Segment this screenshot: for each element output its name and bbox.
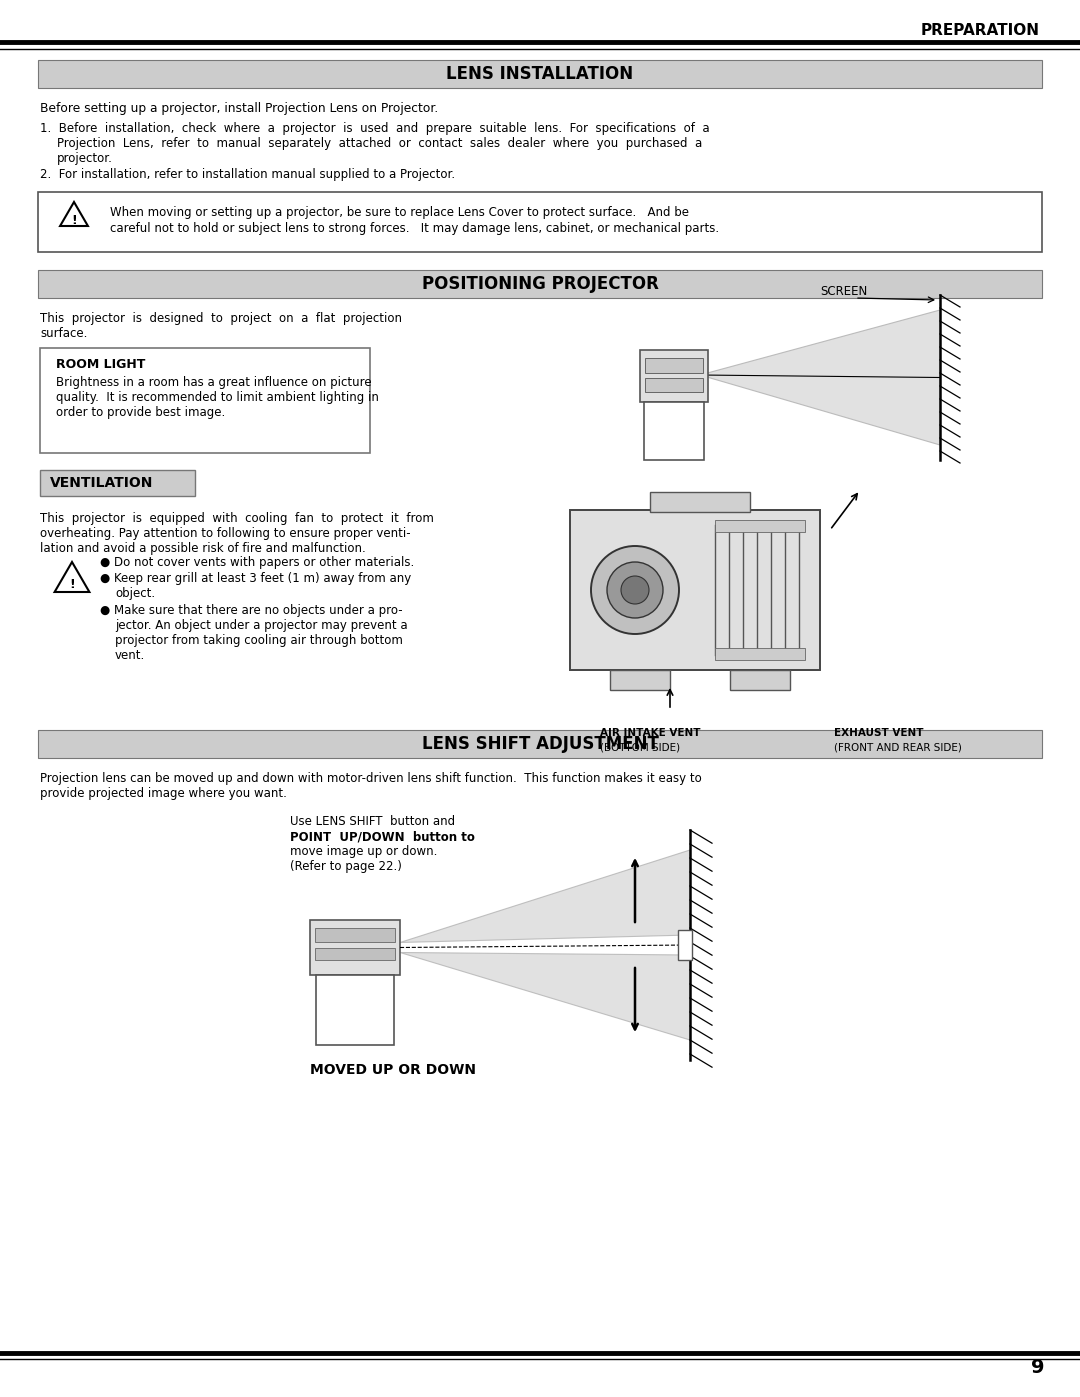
Text: careful not to hold or subject lens to strong forces.   It may damage lens, cabi: careful not to hold or subject lens to s… xyxy=(110,222,719,235)
Bar xyxy=(570,510,820,671)
Bar xyxy=(315,928,395,942)
Text: POSITIONING PROJECTOR: POSITIONING PROJECTOR xyxy=(421,275,659,293)
Bar xyxy=(678,930,692,960)
Text: LENS INSTALLATION: LENS INSTALLATION xyxy=(446,66,634,82)
Bar xyxy=(644,402,704,460)
Text: !: ! xyxy=(69,578,75,591)
Bar xyxy=(38,731,1042,759)
Text: SCREEN: SCREEN xyxy=(820,285,867,298)
Text: Brightness in a room has a great influence on picture: Brightness in a room has a great influen… xyxy=(56,376,372,388)
Text: This  projector  is  designed  to  project  on  a  flat  projection: This projector is designed to project on… xyxy=(40,312,402,326)
Text: AIR INTAKE VENT: AIR INTAKE VENT xyxy=(600,728,701,738)
Text: overheating. Pay attention to following to ensure proper venti-: overheating. Pay attention to following … xyxy=(40,527,410,541)
Text: VENTILATION: VENTILATION xyxy=(50,476,153,490)
Polygon shape xyxy=(400,953,690,1039)
Text: quality.  It is recommended to limit ambient lighting in: quality. It is recommended to limit ambi… xyxy=(56,391,379,404)
Text: MOVED UP OR DOWN: MOVED UP OR DOWN xyxy=(310,1063,476,1077)
Text: (FRONT AND REAR SIDE): (FRONT AND REAR SIDE) xyxy=(834,742,962,752)
Bar xyxy=(640,351,708,402)
Text: POINT  UP/DOWN  button to: POINT UP/DOWN button to xyxy=(291,830,475,842)
Bar xyxy=(715,520,805,532)
Text: (Refer to page 22.): (Refer to page 22.) xyxy=(291,861,402,873)
Polygon shape xyxy=(60,203,87,226)
Text: ● Make sure that there are no objects under a pro-: ● Make sure that there are no objects un… xyxy=(100,604,403,617)
Text: When moving or setting up a projector, be sure to replace Lens Cover to protect : When moving or setting up a projector, b… xyxy=(110,205,689,219)
Bar xyxy=(40,469,195,496)
Text: PREPARATION: PREPARATION xyxy=(921,22,1040,38)
Text: Projection  Lens,  refer  to  manual  separately  attached  or  contact  sales  : Projection Lens, refer to manual separat… xyxy=(57,137,702,149)
Circle shape xyxy=(607,562,663,617)
Text: EXHAUST VENT: EXHAUST VENT xyxy=(834,728,923,738)
Text: This  projector  is  equipped  with  cooling  fan  to  protect  it  from: This projector is equipped with cooling … xyxy=(40,511,434,525)
Bar xyxy=(315,949,395,960)
Bar xyxy=(645,379,703,393)
Bar xyxy=(645,358,703,373)
Text: Before setting up a projector, install Projection Lens on Projector.: Before setting up a projector, install P… xyxy=(40,102,438,115)
Bar xyxy=(650,492,750,511)
Circle shape xyxy=(591,546,679,634)
Text: provide projected image where you want.: provide projected image where you want. xyxy=(40,787,287,800)
Text: ROOM LIGHT: ROOM LIGHT xyxy=(56,358,146,372)
Text: ● Keep rear grill at least 3 feet (1 m) away from any: ● Keep rear grill at least 3 feet (1 m) … xyxy=(100,571,411,585)
Polygon shape xyxy=(400,849,690,943)
Bar xyxy=(38,270,1042,298)
Bar xyxy=(38,60,1042,88)
Bar xyxy=(730,671,789,690)
Text: projector.: projector. xyxy=(57,152,113,165)
Text: 1.  Before  installation,  check  where  a  projector  is  used  and  prepare  s: 1. Before installation, check where a pr… xyxy=(40,122,710,136)
Text: (BOTTOM SIDE): (BOTTOM SIDE) xyxy=(600,742,680,752)
Text: 2.  For installation, refer to installation manual supplied to a Projector.: 2. For installation, refer to installati… xyxy=(40,168,455,182)
Text: LENS SHIFT ADJUSTMENT: LENS SHIFT ADJUSTMENT xyxy=(421,735,659,753)
Text: move image up or down.: move image up or down. xyxy=(291,845,437,858)
Text: object.: object. xyxy=(114,587,156,599)
Polygon shape xyxy=(700,310,940,446)
Text: ● Do not cover vents with papers or other materials.: ● Do not cover vents with papers or othe… xyxy=(100,556,415,569)
Text: 9: 9 xyxy=(1031,1358,1044,1377)
Polygon shape xyxy=(55,562,90,592)
Text: surface.: surface. xyxy=(40,327,87,339)
Bar xyxy=(40,348,370,453)
Text: Projection lens can be moved up and down with motor-driven lens shift function. : Projection lens can be moved up and down… xyxy=(40,773,702,785)
Text: lation and avoid a possible risk of fire and malfunction.: lation and avoid a possible risk of fire… xyxy=(40,542,366,555)
Text: projector from taking cooling air through bottom: projector from taking cooling air throug… xyxy=(114,634,403,647)
Text: vent.: vent. xyxy=(114,650,145,662)
Bar xyxy=(610,671,670,690)
Text: order to provide best image.: order to provide best image. xyxy=(56,407,226,419)
Text: jector. An object under a projector may prevent a: jector. An object under a projector may … xyxy=(114,619,407,631)
Bar xyxy=(310,921,400,975)
Text: Use LENS SHIFT  button and: Use LENS SHIFT button and xyxy=(291,814,455,828)
Text: !: ! xyxy=(71,214,77,226)
Bar xyxy=(715,648,805,659)
Circle shape xyxy=(621,576,649,604)
Bar xyxy=(316,975,394,1045)
Bar xyxy=(38,191,1042,251)
